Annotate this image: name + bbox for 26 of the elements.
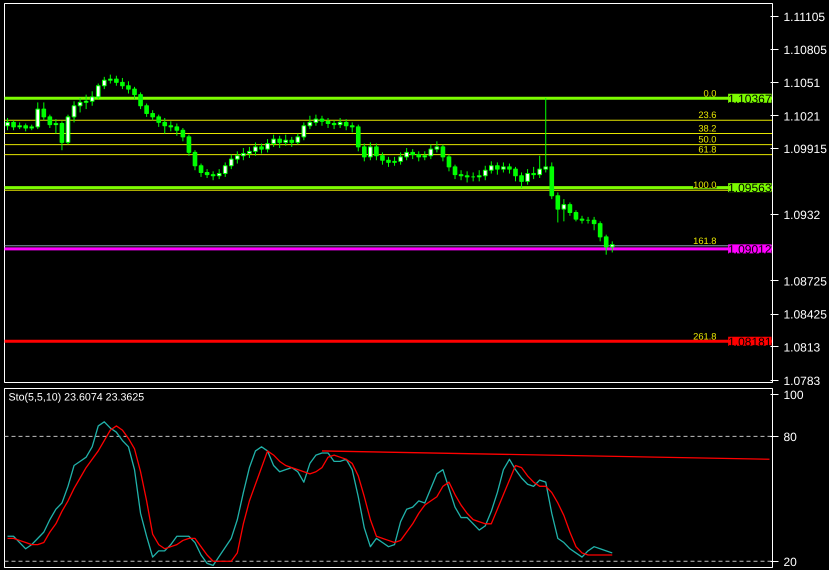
y-tick-label: 1.0783: [784, 374, 821, 388]
ref-line-label: 1.09012: [728, 242, 772, 256]
annotation: 261.8: [693, 331, 716, 342]
annotation: 100.0: [693, 180, 716, 190]
y-tick-label: 100: [784, 388, 804, 402]
y-tick-label: 20: [784, 554, 798, 569]
y-tick-label: 1.1051: [784, 76, 821, 90]
y-tick-label: 1.0813: [784, 340, 821, 354]
y-tick-label: 1.10805: [784, 43, 828, 58]
y-tick-label: 80: [784, 430, 798, 444]
annotation: 23.6: [698, 110, 716, 120]
annotation: 0.0: [704, 88, 716, 98]
y-tick-label: 1.0932: [784, 208, 821, 222]
y-tick-label: 1.08425: [784, 308, 828, 322]
chart-title: Sto(5,5,10) 23.6074 23.3625: [8, 392, 144, 404]
annotation: 61.8: [698, 144, 716, 155]
y-tick-label: 1.08725: [784, 274, 828, 288]
ref-line-label: 1.10367: [728, 92, 772, 106]
annotation: 38.2: [698, 124, 716, 134]
annotation: 161.8: [693, 236, 716, 246]
y-tick-label: 1.09915: [784, 142, 828, 156]
annotation: 50.0: [698, 134, 716, 145]
ref-line-label: 1.09563: [728, 181, 772, 196]
y-tick-label: 1.11105: [784, 10, 826, 24]
ref-line-label: 1.08181: [728, 334, 772, 349]
y-tick-label: 1.1021: [784, 109, 821, 124]
